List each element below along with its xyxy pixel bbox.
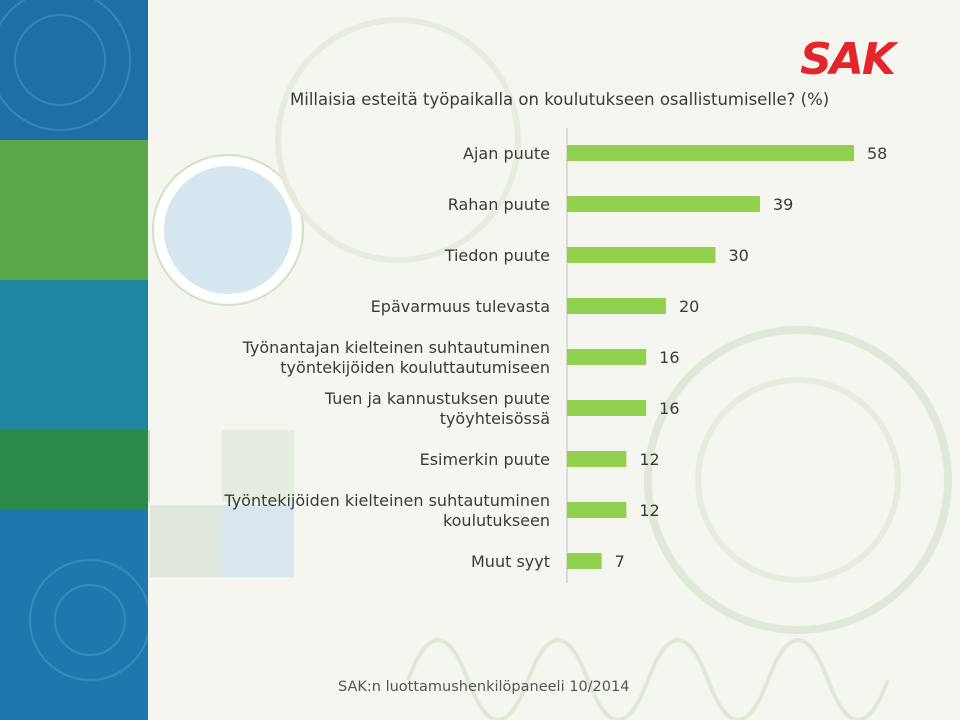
data-label: 16 [659,399,680,418]
background-pattern [148,0,960,720]
decorative-side-panel [0,0,148,720]
bar [567,298,666,314]
data-label: 30 [728,246,749,265]
category-label-line: Rahan puute [447,195,550,214]
category-label: Muut syyt [190,552,550,572]
category-label-line: työntekijöiden kouluttautumiseen [280,358,550,377]
category-label-line: Ajan puute [463,144,550,163]
bar [567,451,627,467]
category-label: Tuen ja kannustuksen puute työyhteisössä [190,389,550,429]
bar [567,502,627,518]
data-label: 7 [614,552,625,571]
bar [567,247,716,263]
sak-logo: SAK [795,36,899,84]
data-label: 20 [678,297,700,316]
decorative-pattern [0,0,148,720]
category-label: Työnantajan kielteinen suhtautuminen työn… [190,338,550,378]
data-label: 58 [867,144,888,163]
category-label-line: Esimerkin puute [419,450,550,469]
category-label-line: koulutukseen [442,511,550,530]
category-label: Rahan puute [190,195,550,215]
bar [567,196,760,212]
bar [567,145,854,161]
category-label: Tiedon puute [190,246,550,266]
category-label-line: työyhteisössä [439,409,550,428]
logo-text: SAK [800,34,896,85]
chart-title: Millaisia esteitä työpaikalla on koulutu… [290,90,830,109]
bar [567,400,647,416]
data-label: 12 [639,450,660,469]
category-label-line: Epävarmuus tulevasta [370,297,550,316]
data-label: 39 [772,195,794,214]
category-label-line: Tuen ja kannustuksen puute [324,389,550,408]
category-label-line: Muut syyt [471,552,550,571]
data-label: 16 [659,348,680,367]
category-label: Esimerkin puute [190,450,550,470]
bar [567,553,602,569]
bar [567,349,647,365]
category-label-line: Työnantajan kielteinen suhtautuminen [242,338,550,357]
category-label: Työntekijöiden kielteinen suhtautuminen k… [190,491,550,531]
source-footer: SAK:n luottamushenkilöpaneeli 10/2014 [338,679,630,695]
category-label-line: Tiedon puute [444,246,550,265]
background-artwork [148,0,960,720]
category-label: Epävarmuus tulevasta [190,297,550,317]
data-label: 12 [639,501,660,520]
category-label-line: Työntekijöiden kielteinen suhtautuminen [224,491,550,510]
category-label: Ajan puute [190,144,550,164]
